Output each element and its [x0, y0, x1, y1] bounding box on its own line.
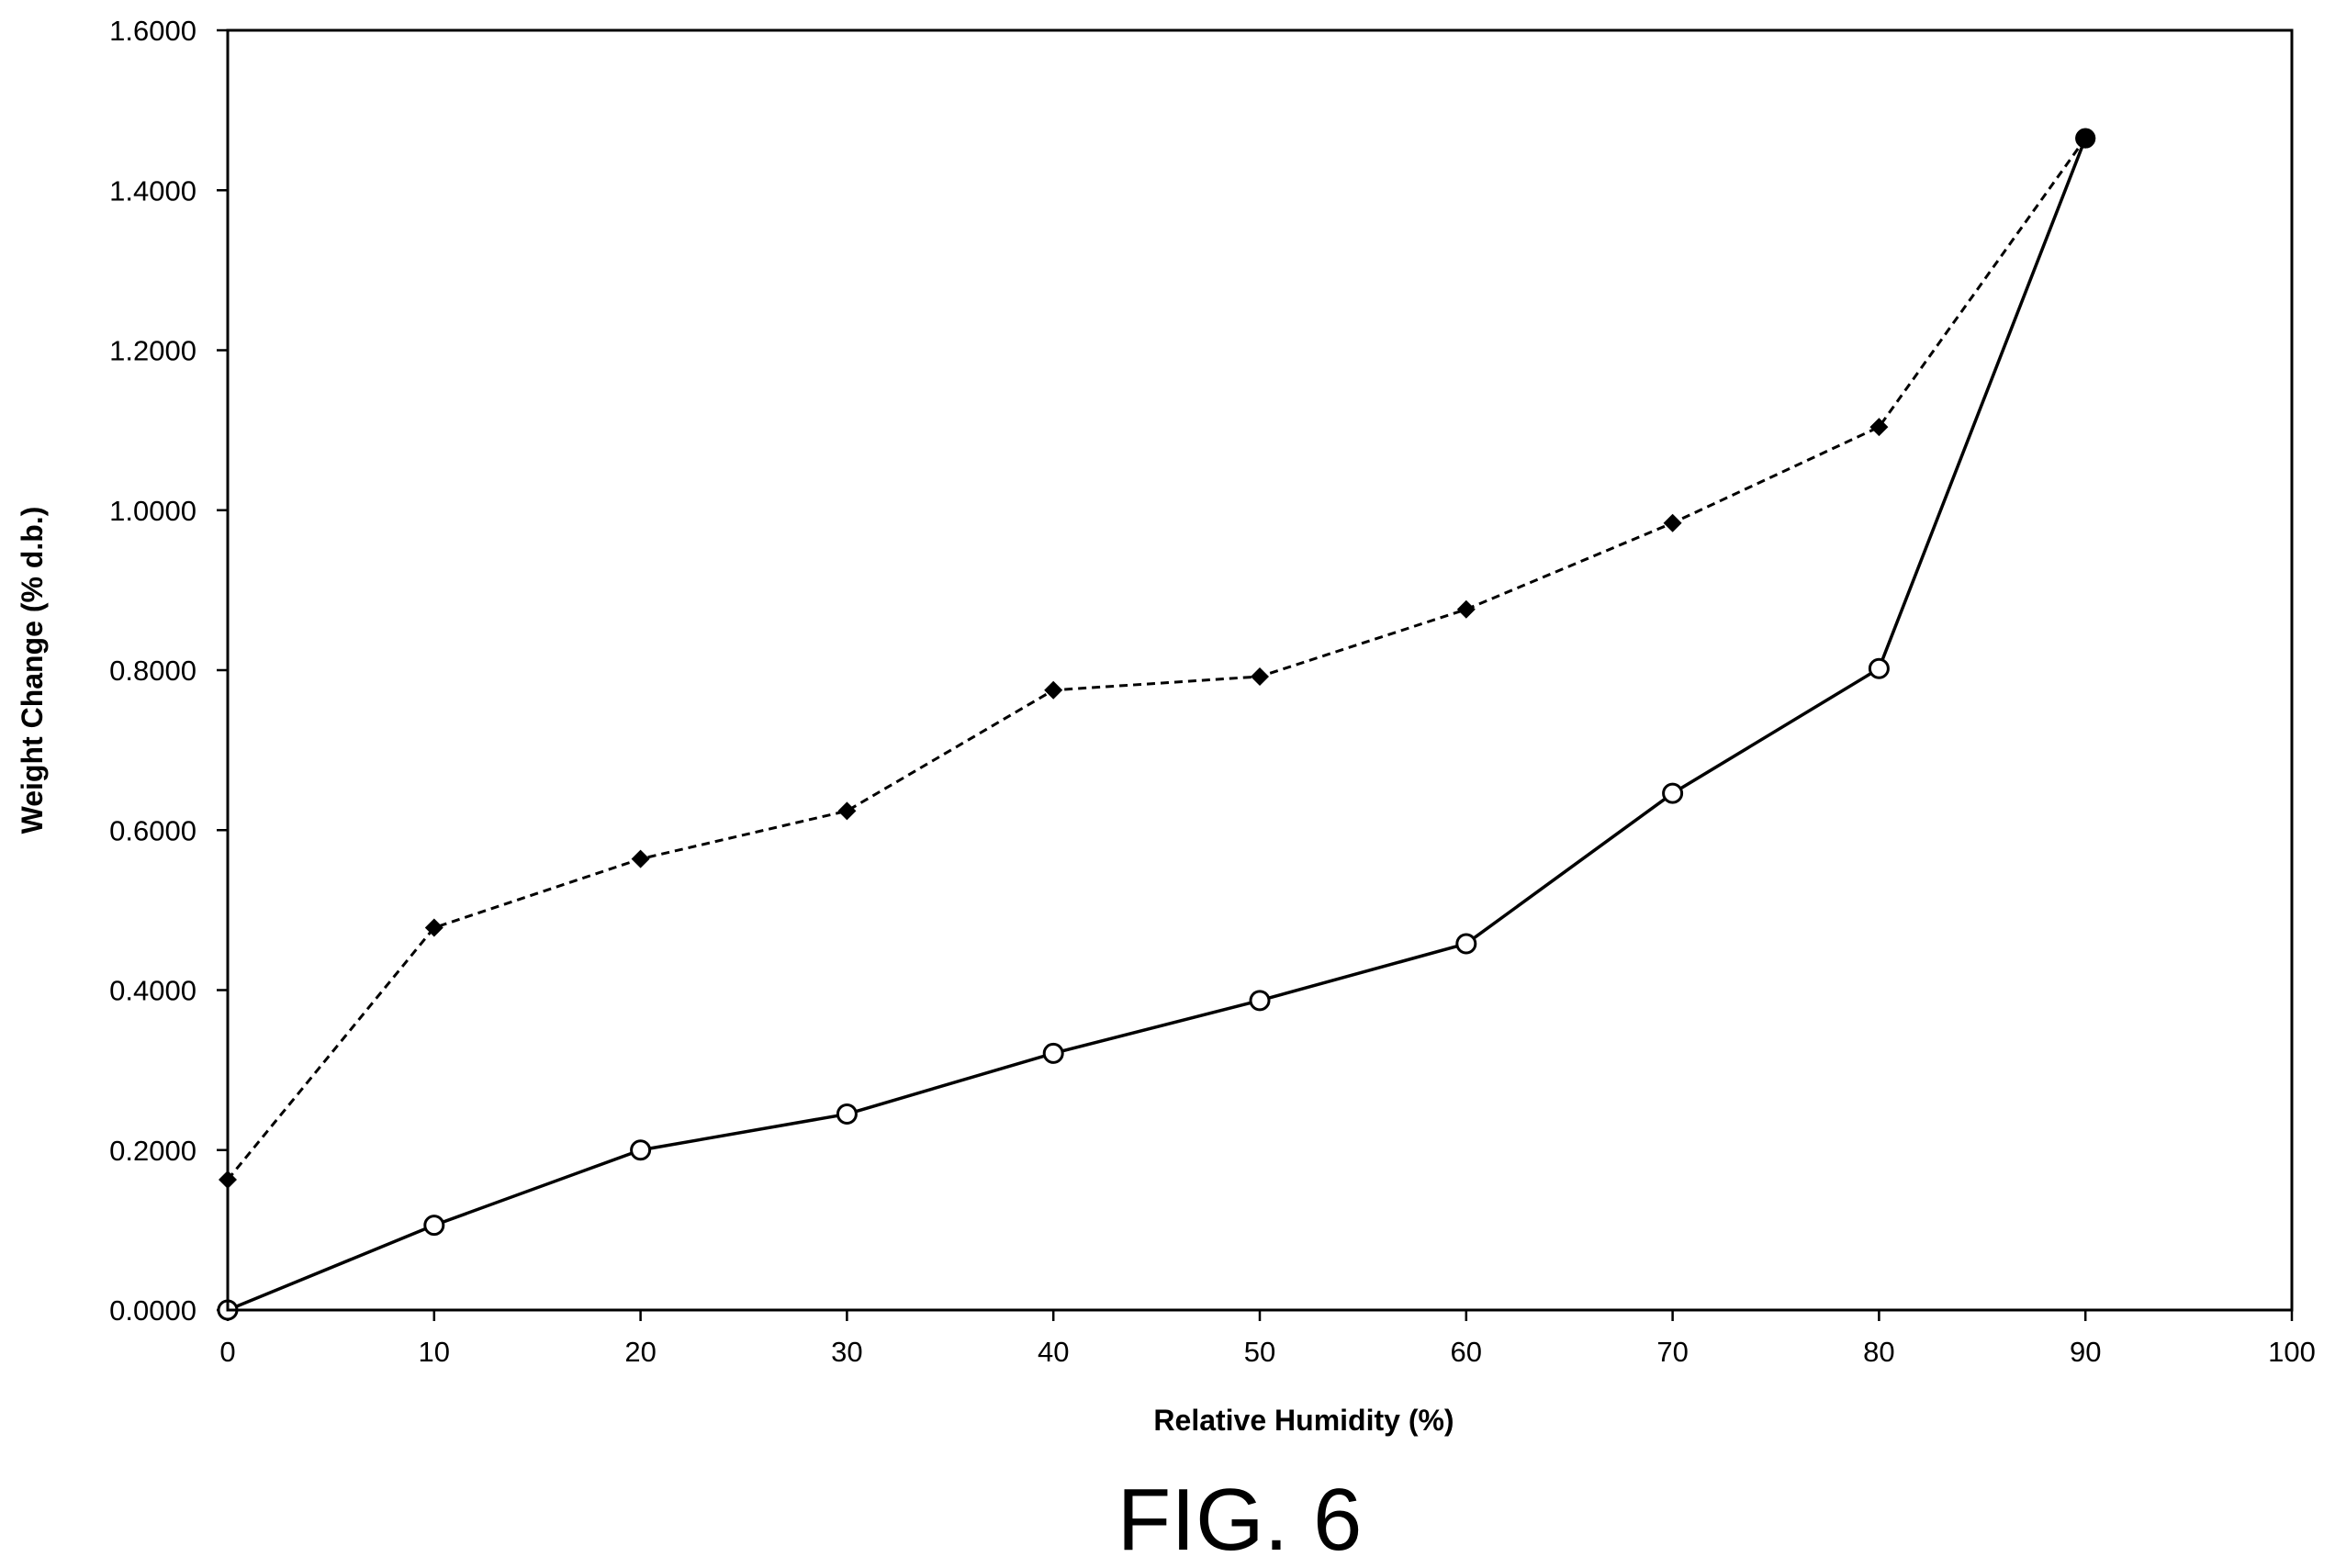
y-tick-label: 1.4000	[109, 174, 196, 207]
data-point	[631, 849, 650, 868]
x-tick-label: 70	[1656, 1336, 1688, 1368]
data-point	[423, 1215, 445, 1237]
data-point	[1251, 666, 1269, 686]
x-tick-label: 80	[1863, 1336, 1894, 1368]
data-point	[2075, 128, 2096, 149]
x-tick-label: 40	[1038, 1336, 1069, 1368]
x-tick-label: 60	[1451, 1336, 1482, 1368]
data-point	[1662, 782, 1684, 804]
x-axis-title: Relative Humidity (%)	[1153, 1404, 1454, 1437]
series-line	[227, 137, 2087, 1312]
y-tick-label: 0.4000	[109, 975, 196, 1007]
x-tick-label: 100	[2268, 1336, 2316, 1368]
data-point	[1455, 933, 1477, 955]
x-tick-label: 90	[2070, 1336, 2101, 1368]
data-point	[837, 801, 857, 821]
y-tick-label: 1.6000	[109, 15, 196, 47]
y-tick-label: 1.0000	[109, 495, 196, 527]
data-point	[1663, 513, 1682, 532]
data-point	[1869, 418, 1889, 437]
x-tick-label: 20	[624, 1336, 656, 1368]
figure-caption: FIG. 6	[1117, 1471, 1363, 1568]
data-point	[1868, 657, 1890, 679]
y-axis-ticks: 0.0000 0.2000 0.4000 0.6000 0.8000 1.0000 1.20…	[109, 15, 228, 1327]
y-axis-title: Weight Change (% d.b.)	[16, 507, 49, 834]
x-tick-label: 0	[219, 1336, 235, 1368]
y-tick-label: 0.2000	[109, 1135, 196, 1167]
x-axis-ticks: 0 10 20 30 40 50 60 70 80 90 100	[219, 1310, 2316, 1368]
data-point	[1456, 599, 1476, 619]
y-tick-label: 0.0000	[109, 1294, 196, 1327]
series-line	[226, 137, 2087, 1181]
plot-frame	[226, 28, 2294, 1312]
x-tick-label: 30	[831, 1336, 862, 1368]
data-point	[1042, 1042, 1064, 1064]
x-tick-label: 10	[419, 1336, 450, 1368]
y-tick-label: 1.2000	[109, 335, 196, 367]
data-point	[1044, 680, 1063, 700]
y-tick-label: 0.8000	[109, 655, 196, 687]
y-tick-label: 0.6000	[109, 814, 196, 846]
data-point	[630, 1139, 652, 1161]
data-point	[424, 918, 443, 937]
x-tick-label: 50	[1244, 1336, 1275, 1368]
series-layer	[217, 128, 2096, 1321]
data-point	[836, 1103, 858, 1126]
data-point	[1249, 990, 1271, 1012]
series-1	[219, 128, 2096, 1189]
series-2	[217, 128, 2096, 1321]
